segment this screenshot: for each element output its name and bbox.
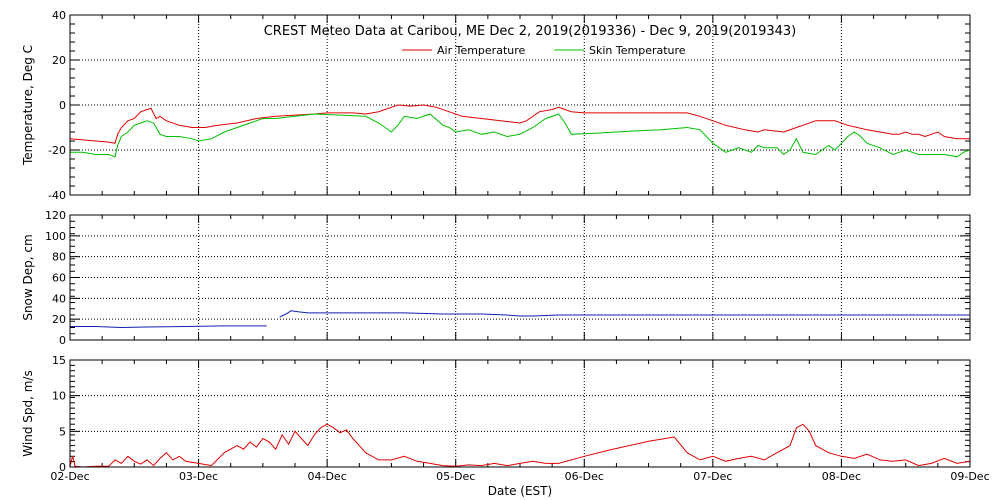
legend: Air Temperature Skin Temperature bbox=[402, 44, 686, 57]
y-tick-label: 20 bbox=[52, 313, 66, 326]
y-tick-label: 100 bbox=[45, 230, 66, 243]
series-line-0 bbox=[70, 325, 267, 329]
y-tick-label: 40 bbox=[52, 9, 66, 22]
plot-frame bbox=[69, 359, 971, 468]
y-tick-label: 60 bbox=[52, 272, 66, 285]
y-tick-label: -40 bbox=[48, 189, 66, 202]
x-tick-label: 04-Dec bbox=[308, 470, 347, 483]
y-tick-label: 120 bbox=[45, 209, 66, 222]
chart-panels: -40 -20 0 20 40 Temperature, Deg C Air Tempera… bbox=[21, 9, 990, 483]
x-tick-label: 06-Dec bbox=[565, 470, 604, 483]
plot-frame bbox=[69, 214, 971, 341]
panel-1: 0 20 40 60 80 100 120 Snow Dep, cm bbox=[21, 209, 971, 347]
x-tick-label: 03-Dec bbox=[179, 470, 218, 483]
series-line-0 bbox=[279, 310, 970, 318]
y-axis-label: Wind Spd, m/s bbox=[21, 370, 35, 456]
y-axis-label: Snow Dep, cm bbox=[21, 234, 35, 320]
y-tick-label: 0 bbox=[59, 461, 66, 474]
panel-2: 0 5 10 15 Wind Spd, m/s bbox=[21, 354, 971, 474]
plot-frame bbox=[69, 14, 971, 196]
x-tick-label: 05-Dec bbox=[436, 470, 475, 483]
y-tick-label: 0 bbox=[59, 334, 66, 347]
y-tick-label: 15 bbox=[52, 354, 66, 367]
x-axis-label: Date (EST) bbox=[488, 484, 552, 498]
series-line-0 bbox=[69, 423, 971, 468]
y-axis-label: Temperature, Deg C bbox=[21, 45, 35, 166]
x-tick-label: 02-Dec bbox=[50, 470, 89, 483]
legend-label: Skin Temperature bbox=[589, 44, 686, 57]
y-tick-label: 0 bbox=[59, 99, 66, 112]
legend-label: Air Temperature bbox=[437, 44, 526, 57]
y-tick-label: 10 bbox=[52, 390, 66, 403]
x-tick-label: 09-Dec bbox=[950, 470, 989, 483]
panel-0: -40 -20 0 20 40 Temperature, Deg C Air Tempera… bbox=[21, 9, 971, 202]
y-tick-label: -20 bbox=[48, 144, 66, 157]
y-tick-label: 20 bbox=[52, 54, 66, 67]
series-line-1 bbox=[70, 113, 971, 158]
y-tick-label: 5 bbox=[59, 425, 66, 438]
x-tick-label: 08-Dec bbox=[822, 470, 861, 483]
chart-title: CREST Meteo Data at Caribou, ME Dec 2, 2… bbox=[264, 24, 797, 39]
x-tick-label: 07-Dec bbox=[693, 470, 732, 483]
series-line-0 bbox=[69, 104, 970, 144]
y-tick-label: 40 bbox=[52, 292, 66, 305]
y-tick-label: 80 bbox=[52, 251, 66, 264]
